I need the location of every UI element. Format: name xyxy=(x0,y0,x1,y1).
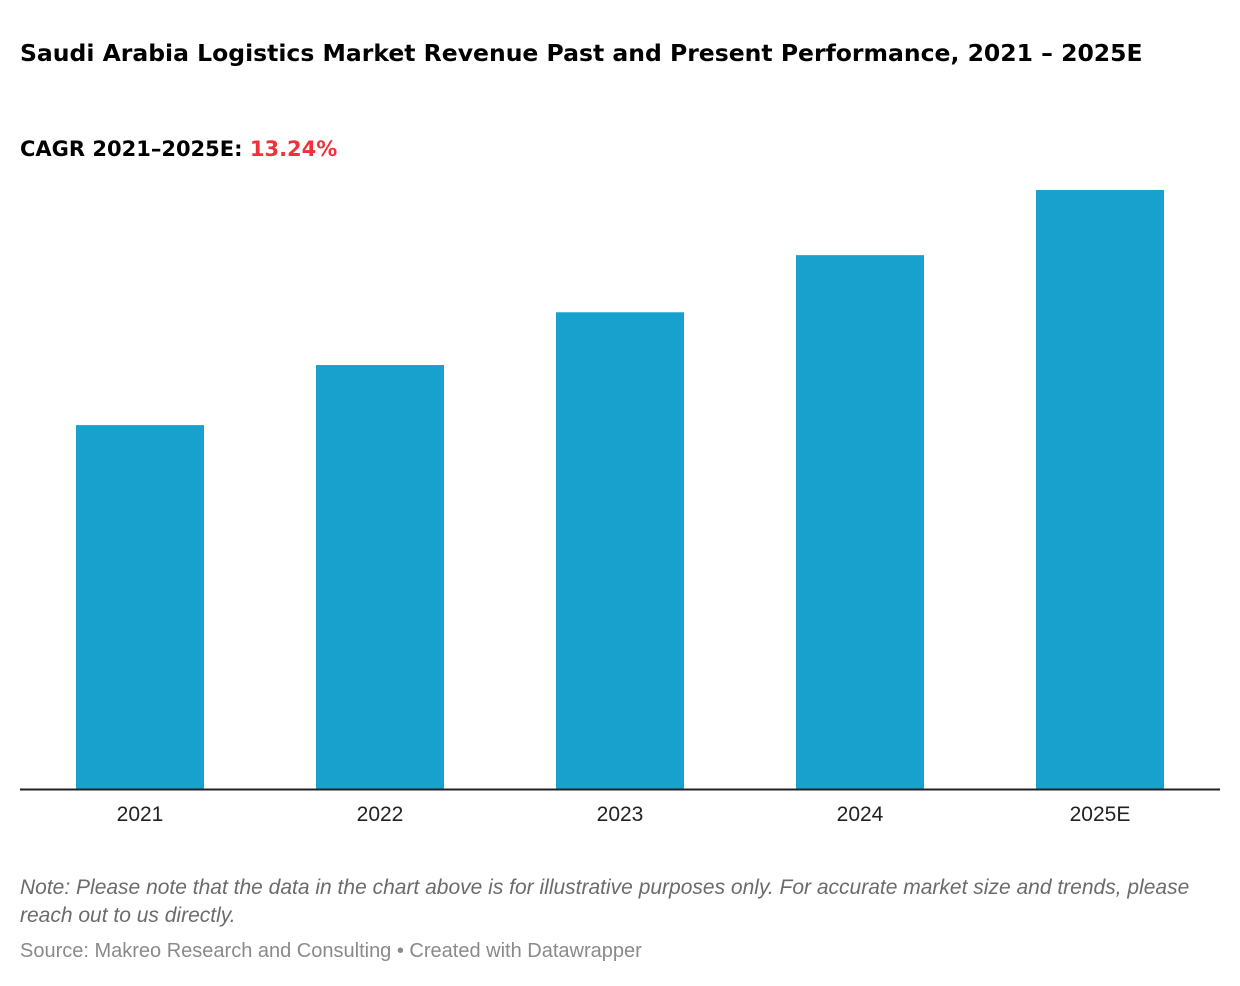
x-tick-label: 2025E xyxy=(1070,803,1131,826)
bar-2023 xyxy=(556,312,684,789)
cagr-line: CAGR 2021–2025E: 13.24% xyxy=(20,137,337,161)
source-line: Source: Makreo Research and Consulting •… xyxy=(20,940,642,962)
bar-2024 xyxy=(796,255,924,790)
x-tick-label: 2021 xyxy=(117,803,164,826)
footnote: Note: Please note that the data in the c… xyxy=(20,876,1190,927)
bar-2022 xyxy=(316,365,444,789)
bar-2021 xyxy=(76,425,204,789)
chart-title: Saudi Arabia Logistics Market Revenue Pa… xyxy=(20,39,1143,67)
x-tick-label: 2022 xyxy=(357,803,404,826)
x-tick-label: 2023 xyxy=(597,803,644,826)
cagr-label: CAGR 2021–2025E: xyxy=(20,137,243,161)
x-tick-label: 2024 xyxy=(837,803,884,826)
cagr-value: 13.24% xyxy=(249,137,338,161)
bar-2025E xyxy=(1036,190,1164,789)
